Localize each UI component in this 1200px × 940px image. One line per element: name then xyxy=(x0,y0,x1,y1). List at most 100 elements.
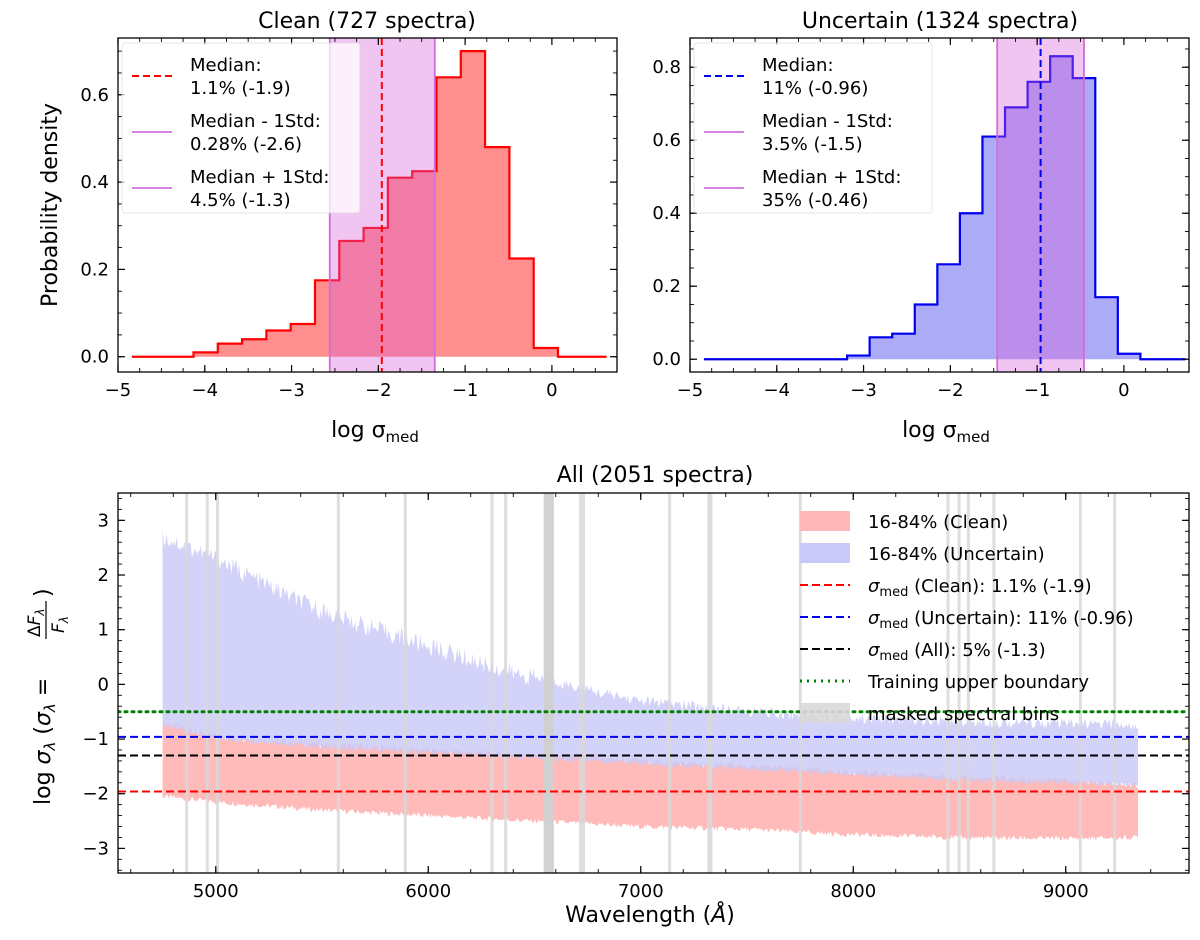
x-tick-label: −2 xyxy=(937,380,964,401)
masked-bin xyxy=(582,493,586,873)
x-tick-label: −1 xyxy=(1024,380,1051,401)
y-tick-label: 0.6 xyxy=(652,130,681,151)
masked-bin xyxy=(957,493,961,873)
legend-label: σmed (Uncertain): 11% (-0.96) xyxy=(868,608,1134,632)
legend-sigma: σ xyxy=(868,640,880,661)
legend-label: 16-84% (Clean) xyxy=(868,512,1008,533)
clean-ticks: −5 −4 −3 −2 −1 0 0.0 0.2 0.4 0.6 xyxy=(80,38,618,401)
masked-bin xyxy=(1113,493,1117,873)
masked-bin xyxy=(966,493,970,873)
legend-box xyxy=(121,42,361,214)
uncertain-ticks: −5 −4 −3 −2 −1 0 0.0 0.2 0.4 0.6 0.8 xyxy=(652,38,1190,401)
x-tick-label: −3 xyxy=(278,380,305,401)
uncertain-legend: Median:11% (-0.96) Median - 1Std:3.5% (-1… xyxy=(693,42,933,214)
x-tick-label: −5 xyxy=(677,380,704,401)
all-ylabel: log σλ (σλ = ΔFλ Fλ ) xyxy=(25,588,71,805)
legend-sub: med xyxy=(879,617,908,632)
legend-label: σmed (All): 5% (-1.3) xyxy=(868,640,1046,664)
legend-value: 4.5% (-1.3) xyxy=(190,190,291,211)
uncertain-xlabel: log σmed xyxy=(902,418,990,446)
clean-axes-frame xyxy=(117,37,618,373)
legend-label: σmed (Clean): 1.1% (-1.9) xyxy=(868,576,1092,600)
y-tick-label: 0 xyxy=(98,674,109,695)
x-tick-label: −3 xyxy=(850,380,877,401)
legend-label: Median + 1Std: xyxy=(190,167,329,188)
masked-bin xyxy=(490,493,494,873)
uncertain-plot-area xyxy=(703,38,1186,372)
legend-patch-masked xyxy=(800,703,850,723)
x-tick-label: −4 xyxy=(192,380,219,401)
panel-clean-title: Clean (727 spectra) xyxy=(258,9,476,34)
clean-legend: Median:1.1% (-1.9) Median - 1Std:0.28% (-… xyxy=(121,42,361,214)
legend-value: 0.28% (-2.6) xyxy=(190,134,302,155)
legend-label: masked spectral bins xyxy=(868,704,1059,725)
x-tick-label: 5000 xyxy=(193,881,239,902)
x-tick-label: −5 xyxy=(105,380,132,401)
x-tick-label: −4 xyxy=(764,380,791,401)
legend-patch xyxy=(800,543,850,563)
panel-clean: Clean (727 spectra) −5 −4 −3 −2 −1 0 0.0 0.2 0.4… xyxy=(38,9,618,446)
y-tick-label: 0.4 xyxy=(80,172,109,193)
x-tick-label: −1 xyxy=(452,380,479,401)
panel-all-title: All (2051 spectra) xyxy=(557,463,754,488)
masked-bin xyxy=(504,493,508,873)
masked-bin xyxy=(205,493,209,873)
svg-text:log σλ (σλ =: log σλ (σλ = xyxy=(31,678,59,805)
y-tick-label: 0.0 xyxy=(652,349,681,370)
legend-label: Median: xyxy=(762,55,834,76)
masked-band xyxy=(544,493,554,873)
svg-text:Fλ: Fλ xyxy=(49,616,71,633)
legend-label: 16-84% (Uncertain) xyxy=(868,544,1045,565)
legend-box xyxy=(693,42,933,214)
legend-sub: med xyxy=(879,649,908,664)
histogram-fill xyxy=(131,51,607,357)
legend-value: 3.5% (-1.5) xyxy=(762,134,863,155)
legend-label: Median - 1Std: xyxy=(762,111,893,132)
y-tick-label: 0.0 xyxy=(80,347,109,368)
y-tick-label: −1 xyxy=(82,729,109,750)
y-tick-label: 1 xyxy=(98,620,109,641)
x-tick-label: 0 xyxy=(546,380,557,401)
y-tick-label: −3 xyxy=(82,838,109,859)
x-tick-label: 8000 xyxy=(830,881,876,902)
y-tick-label: 2 xyxy=(98,565,109,586)
legend-value: 1.1% (-1.9) xyxy=(190,78,291,99)
y-tick-label: 0.4 xyxy=(652,203,681,224)
legend-value: 11% (-0.96) xyxy=(762,78,868,99)
x-tick-label: 0 xyxy=(1118,380,1129,401)
legend-label: Training upper boundary xyxy=(867,672,1089,693)
all-xlabel: Wavelength (Å) xyxy=(565,901,735,928)
y-tick-label: 0.2 xyxy=(652,276,681,297)
svg-text:ΔFλ: ΔFλ xyxy=(25,608,47,637)
all-ticks: 5000 6000 7000 8000 9000 −3 −2 −1 0 1 2 3 xyxy=(82,493,1189,902)
masked-bin xyxy=(403,493,407,873)
legend-rest: (Uncertain): 11% (-0.96) xyxy=(908,608,1133,629)
histogram-step-line xyxy=(131,49,607,358)
legend-sigma: σ xyxy=(868,576,880,597)
histogram-step-line xyxy=(703,55,1186,361)
panel-all: All (2051 spectra) 5000 6000 7000 8000 9000 −… xyxy=(25,463,1190,928)
all-axes-frame xyxy=(117,492,1190,874)
masked-bin xyxy=(579,493,583,873)
histogram-fill xyxy=(703,56,1186,360)
x-tick-label: 6000 xyxy=(405,881,451,902)
y-tick-label: −2 xyxy=(82,784,109,805)
masked-bin xyxy=(336,493,340,873)
masked-bin xyxy=(668,493,672,873)
x-tick-label: 7000 xyxy=(618,881,664,902)
masked-bin xyxy=(185,493,189,873)
masked-bin xyxy=(707,493,711,873)
masked-bin xyxy=(946,493,950,873)
svg-text:): ) xyxy=(31,588,56,597)
legend-rest: (All): 5% (-1.3) xyxy=(908,640,1045,661)
all-legend: 16-84% (Clean) 16-84% (Uncertain) σmed (Cl… xyxy=(800,511,1134,725)
y-tick-label: 0.2 xyxy=(80,259,109,280)
legend-sub: med xyxy=(879,585,908,600)
uncertain-axes-frame xyxy=(689,37,1190,373)
legend-value: 35% (-0.46) xyxy=(762,190,868,211)
y-tick-label: 0.6 xyxy=(80,85,109,106)
x-tick-label: 9000 xyxy=(1043,881,1089,902)
legend-label: Median - 1Std: xyxy=(190,111,321,132)
x-tick-label: −2 xyxy=(365,380,392,401)
